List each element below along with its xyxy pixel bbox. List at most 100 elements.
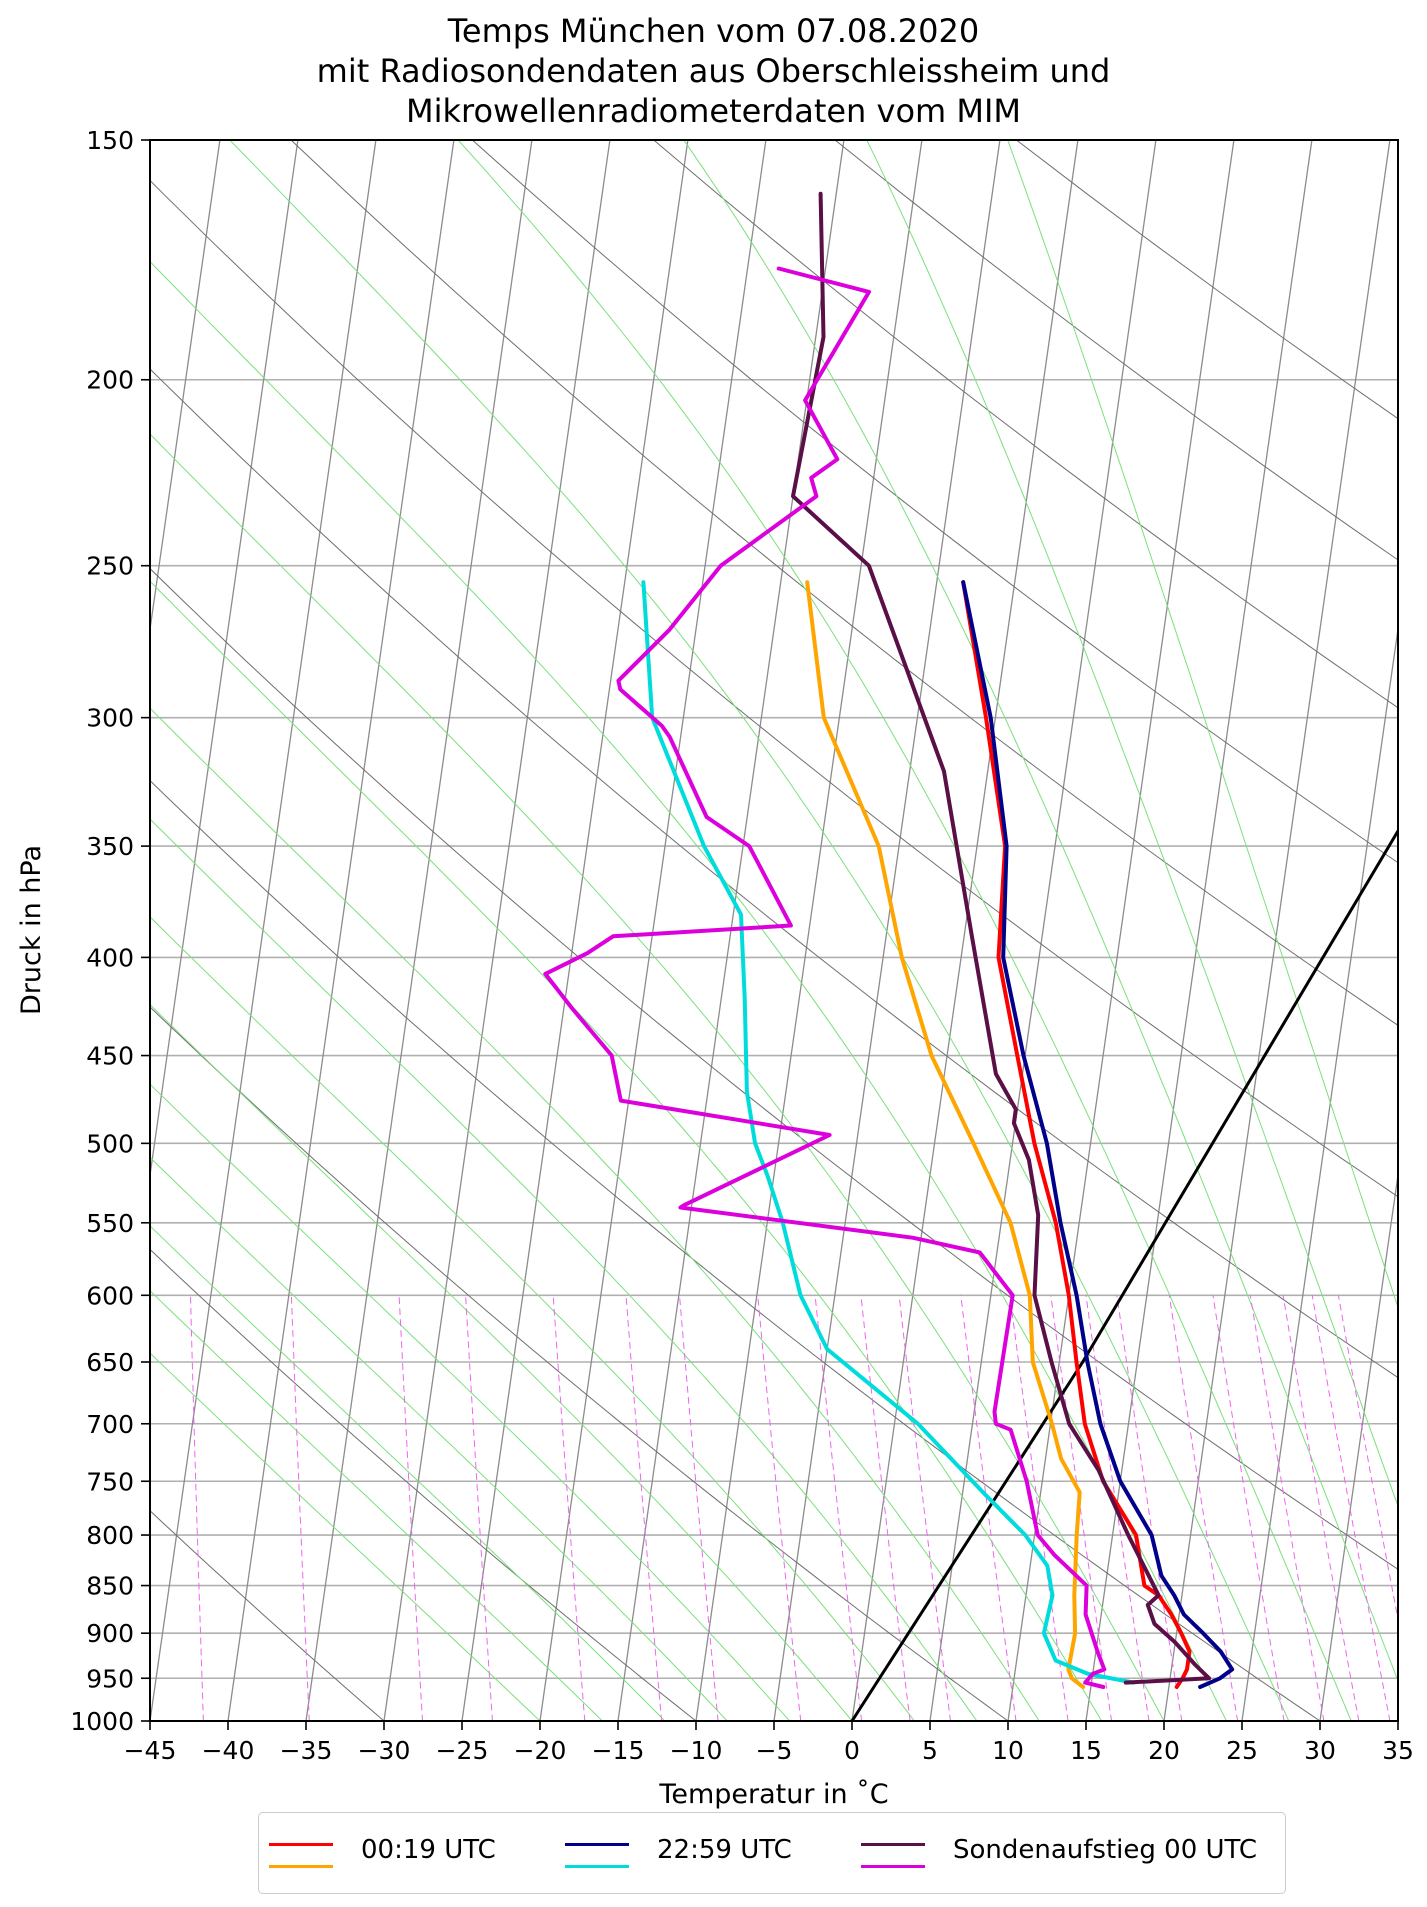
moist-adiabat-line <box>150 1156 728 1721</box>
series-dewpoint-line <box>641 580 1136 1685</box>
y-tick-label: 600 <box>86 1281 134 1310</box>
dry-adiabat-line <box>150 368 1398 1379</box>
dry-adiabat-line <box>150 179 1398 1198</box>
y-tick-label: 150 <box>86 126 134 155</box>
x-axis-label: Temperatur in ˚C <box>658 1779 888 1810</box>
moist-adiabat-line <box>457 140 1352 1721</box>
legend-label: 00:19 UTC <box>361 1835 496 1865</box>
dry-adiabat-line <box>150 1510 385 1721</box>
mixing-ratio-line <box>1116 1294 1183 1721</box>
moist-adiabat-line <box>150 818 978 1721</box>
y-tick-label: 400 <box>86 943 134 972</box>
mixing-ratio-line <box>190 1294 204 1721</box>
y-tick-label: 650 <box>86 1348 134 1377</box>
series-lines <box>543 191 1235 1689</box>
x-tick-label: −5 <box>756 1736 793 1765</box>
x-tick-label: 35 <box>1382 1736 1414 1765</box>
isotherm-line <box>773 140 1001 1721</box>
dry-adiabat-line <box>150 1006 1009 1721</box>
x-tick-label: −15 <box>592 1736 645 1765</box>
isotherm-line <box>227 140 455 1721</box>
y-tick-label: 700 <box>86 1410 134 1439</box>
chart-title-line-3: Mikrowellenradiometerdaten vom MIM <box>405 92 1022 130</box>
x-tick-label: 15 <box>1070 1736 1102 1765</box>
y-tick-label: 550 <box>86 1209 134 1238</box>
x-tick-label: −25 <box>436 1736 489 1765</box>
isotherm-line <box>851 140 1079 1721</box>
y-axis-label: Druck in hPa <box>16 845 47 1015</box>
x-tick-label: 30 <box>1304 1736 1336 1765</box>
moist-adiabat-line <box>150 1225 666 1721</box>
moist-adiabat-line <box>150 707 1040 1721</box>
mixing-ratio-line <box>679 1294 719 1721</box>
mixing-ratio-line <box>290 1294 310 1721</box>
moist-adiabat-line <box>150 580 1103 1721</box>
isotherm-line <box>1085 140 1313 1721</box>
x-tick-label: −40 <box>202 1736 255 1765</box>
y-tick-label: 750 <box>86 1467 134 1496</box>
moist-adiabat-line <box>229 140 1290 1721</box>
dry-adiabat-line <box>290 140 1398 1026</box>
dry-adiabat-line <box>1015 140 1398 420</box>
legend-swatch-dewpoint <box>861 1865 925 1868</box>
isotherm-line <box>1397 1716 1398 1721</box>
mixing-ratio-line <box>625 1294 663 1721</box>
moist-adiabat-line <box>150 1003 853 1721</box>
y-tick-label: 850 <box>86 1572 134 1601</box>
x-tick-label: −20 <box>514 1736 567 1765</box>
legend-swatch-temperature <box>269 1843 333 1846</box>
moist-adiabat-line <box>150 433 1165 1721</box>
isotherm-line <box>1163 140 1391 1721</box>
x-tick-label: 0 <box>844 1736 860 1765</box>
mixing-ratio-line <box>757 1294 802 1721</box>
moist-adiabat-line <box>150 260 1227 1721</box>
reference-line <box>850 828 1398 1721</box>
mixing-ratio-line <box>814 1294 863 1721</box>
mixing-ratio-line <box>898 1294 951 1721</box>
y-tick-label: 800 <box>86 1521 134 1550</box>
legend-label: 22:59 UTC <box>657 1835 792 1865</box>
moist-adiabat-line <box>683 140 1398 1683</box>
series-temperature-line <box>961 580 1235 1689</box>
mixing-ratio-line <box>1085 1294 1150 1721</box>
mixing-ratio-line <box>860 1294 911 1721</box>
moist-adiabat-line <box>150 916 915 1721</box>
y-tick-label: 350 <box>86 832 134 861</box>
isotherm-line <box>539 140 767 1721</box>
y-tick-label: 250 <box>86 552 134 581</box>
y-tick-label: 1000 <box>70 1707 134 1736</box>
mixing-ratio-line <box>1212 1294 1285 1721</box>
series-dewpoint-line <box>543 266 1107 1689</box>
x-tick-label: 10 <box>992 1736 1024 1765</box>
legend-swatch-dewpoint <box>565 1865 629 1868</box>
isotherm-line <box>150 140 299 1180</box>
plot-frame <box>149 139 1399 1722</box>
isotherm-line <box>305 140 533 1721</box>
moist-adiabat-line <box>1007 140 1398 1309</box>
isotherm-line <box>1319 1170 1398 1721</box>
isotherm-line <box>1007 140 1235 1721</box>
mixing-ratio-line <box>1050 1294 1113 1721</box>
legend-swatch-dewpoint <box>269 1865 333 1868</box>
chart-title-line-2: mit Radiosondendaten aus Oberschleisshei… <box>316 52 1111 90</box>
moist-adiabat-line <box>866 140 1398 1508</box>
legend-label: Sondenaufstieg 00 UTC <box>953 1835 1258 1865</box>
axis-ticks: −45 −40 −35 −30 −25 −20 −15 −10 −5 0 5 10 15 20 25 30 35… <box>70 126 1414 1765</box>
x-tick-label: −30 <box>358 1736 411 1765</box>
isotherm-line <box>150 140 221 634</box>
mixing-ratio-line <box>1282 1294 1360 1721</box>
moist-adiabat-line <box>150 1352 541 1721</box>
isotherm-line <box>929 140 1157 1721</box>
mixing-ratio-line <box>1311 1294 1391 1721</box>
dry-adiabat-line <box>471 140 1398 864</box>
mixing-ratio-line <box>1249 1294 1325 1721</box>
y-tick-label: 300 <box>86 704 134 733</box>
dry-adiabat-line <box>653 140 1398 709</box>
y-tick-label: 500 <box>86 1129 134 1158</box>
isotherm-line <box>383 140 611 1721</box>
series-temperature-line <box>961 580 1192 1689</box>
x-tick-label: 25 <box>1226 1736 1258 1765</box>
mixing-ratio-line <box>1337 1294 1398 1622</box>
series-temperature-line <box>791 191 1212 1685</box>
moist-adiabat-line <box>150 1290 603 1721</box>
